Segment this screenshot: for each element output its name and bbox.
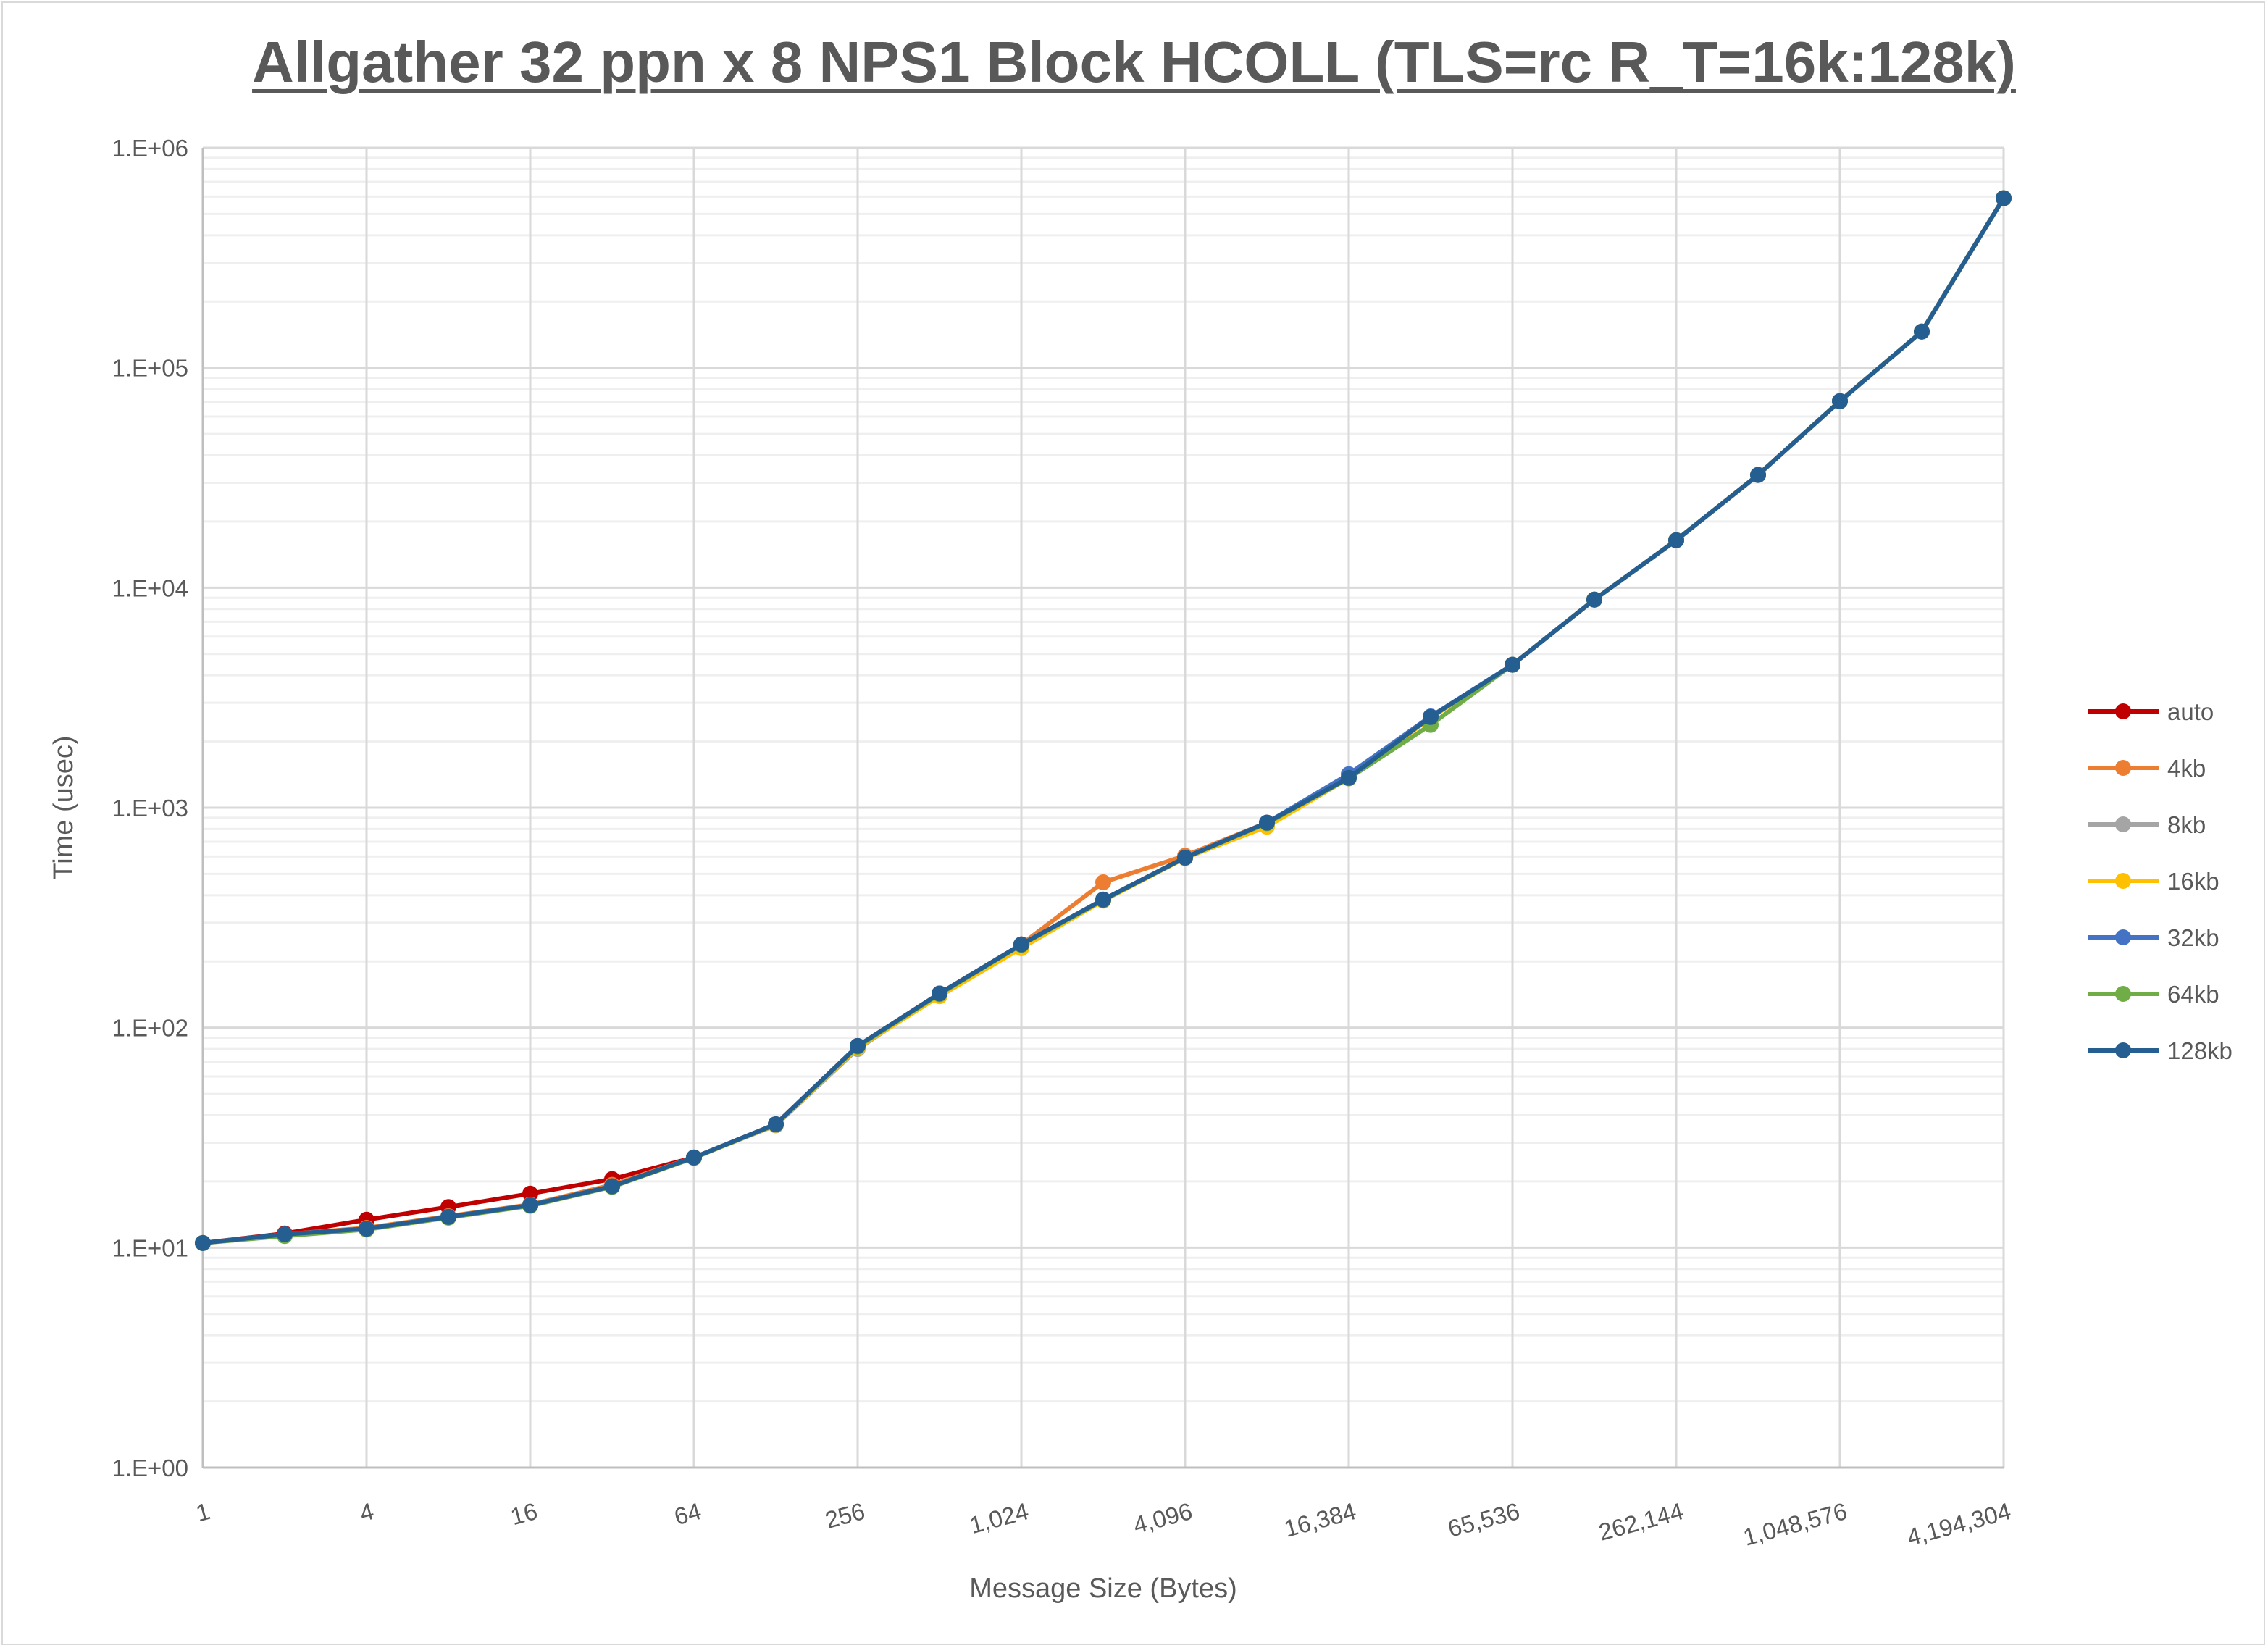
series-line-auto: [202, 197, 2006, 1245]
data-point-128kb: [1177, 849, 1193, 866]
data-point-128kb: [686, 1149, 702, 1166]
data-point-128kb: [440, 1208, 456, 1225]
y-tick-label: 1.E+05: [112, 355, 188, 382]
data-point-128kb: [1013, 936, 1029, 953]
legend-label-auto: auto: [2167, 698, 2214, 725]
data-point-128kb: [850, 1037, 866, 1054]
legend-marker-4kb: [2115, 760, 2131, 776]
data-point-128kb: [277, 1226, 293, 1242]
legend-marker-128kb: [2115, 1042, 2131, 1058]
legend-label-128kb: 128kb: [2167, 1037, 2233, 1064]
series-line-4kb: [202, 197, 2006, 1245]
data-point-128kb: [604, 1178, 620, 1195]
x-tick-label: 4: [357, 1497, 377, 1526]
data-point-128kb: [1423, 708, 1439, 725]
y-tick-label: 1.E+01: [112, 1234, 188, 1261]
x-tick-label: 4,096: [1130, 1497, 1194, 1539]
series-line-8kb: [202, 197, 2006, 1245]
data-point-128kb: [932, 985, 947, 1002]
y-tick-label: 1.E+06: [112, 135, 188, 162]
legend-marker-64kb: [2115, 986, 2131, 1002]
legend-marker-8kb: [2115, 816, 2131, 832]
y-tick-label: 1.E+03: [112, 795, 188, 821]
y-tick-label: 1.E+04: [112, 574, 188, 601]
legend-marker-auto: [2115, 703, 2131, 719]
data-point-128kb: [1586, 591, 1602, 608]
data-point-128kb: [359, 1221, 374, 1237]
legend-label-4kb: 4kb: [2167, 755, 2206, 782]
legend-marker-16kb: [2115, 873, 2131, 889]
x-tick-label: 1,024: [966, 1497, 1031, 1539]
legend-label-16kb: 16kb: [2167, 868, 2219, 895]
series-line-16kb: [202, 197, 2006, 1245]
x-tick-label: 1,048,576: [1740, 1497, 1849, 1551]
legend-label-8kb: 8kb: [2167, 811, 2206, 838]
data-point-128kb: [1668, 532, 1684, 548]
x-tick-label: 16: [508, 1497, 540, 1530]
y-tick-label: 1.E+02: [112, 1015, 188, 1042]
legend-marker-32kb: [2115, 929, 2131, 945]
series-line-128kb: [202, 197, 2006, 1245]
data-point-4kb: [1095, 874, 1111, 890]
data-point-128kb: [1914, 323, 1930, 340]
x-axis-label: Message Size (Bytes): [969, 1573, 1237, 1604]
data-point-128kb: [1095, 891, 1111, 908]
x-tick-label: 256: [822, 1497, 868, 1534]
x-tick-label: 64: [671, 1497, 704, 1530]
data-point-128kb: [1341, 769, 1357, 786]
x-tick-label: 1: [193, 1497, 213, 1526]
x-tick-label: 4,194,304: [1904, 1497, 2013, 1551]
data-point-128kb: [768, 1116, 784, 1132]
x-tick-label: 65,536: [1445, 1497, 1523, 1542]
data-point-128kb: [1750, 467, 1766, 483]
y-axis-label: Time (usec): [49, 735, 79, 879]
series-line-64kb: [202, 197, 2006, 1245]
data-point-128kb: [1832, 393, 1848, 409]
x-tick-label: 16,384: [1281, 1497, 1359, 1542]
data-point-128kb: [195, 1234, 211, 1251]
data-point-128kb: [522, 1197, 538, 1213]
x-tick-label: 262,144: [1596, 1497, 1686, 1546]
data-point-auto: [522, 1185, 538, 1202]
chart-title: Allgather 32 ppn x 8 NPS1 Block HCOLL (T…: [252, 30, 2016, 94]
data-point-128kb: [1505, 656, 1520, 673]
legend-label-32kb: 32kb: [2167, 924, 2219, 951]
legend-label-64kb: 64kb: [2167, 981, 2219, 1008]
series-line-32kb: [202, 197, 2006, 1245]
data-point-128kb: [1259, 814, 1275, 831]
y-tick-label: 1.E+00: [112, 1455, 188, 1481]
data-point-128kb: [1996, 190, 2012, 206]
